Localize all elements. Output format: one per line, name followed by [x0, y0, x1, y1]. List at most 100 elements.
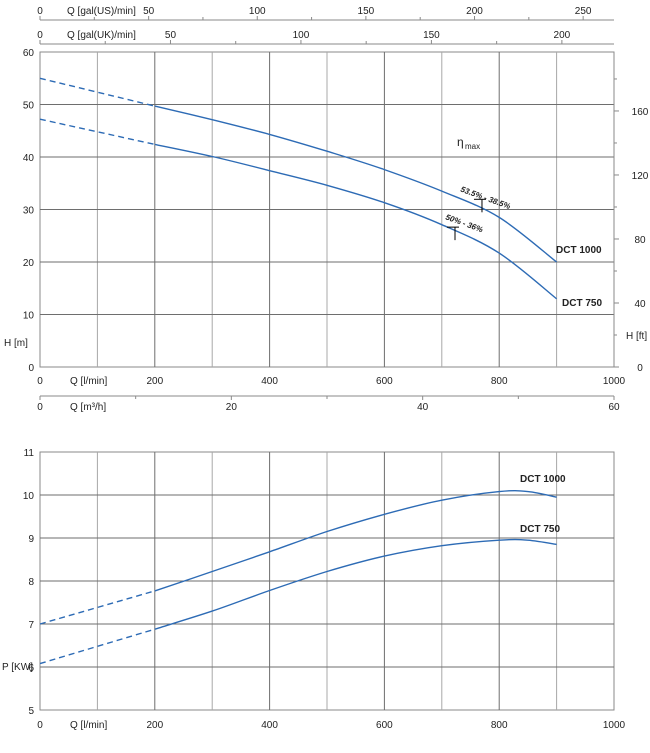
head-dct-1000-point — [269, 134, 270, 135]
power-x-axis-label: Q [l/min] — [70, 720, 107, 731]
flow-gal-uk-tick-label: 50 — [165, 30, 177, 41]
power-x-tick-label: 0 — [37, 720, 43, 731]
head-dct-1000-point — [441, 191, 442, 192]
head-x-axis-label: Q [l/min] — [70, 376, 107, 387]
efficiency-max-label: η — [457, 135, 464, 149]
head-y-tick-label: 10 — [23, 311, 35, 322]
head-dct-750-point — [499, 253, 500, 254]
power-y-tick-label: 9 — [28, 534, 34, 545]
power-x-tick-label: 400 — [261, 720, 278, 731]
head-y2-tick-label: 80 — [634, 235, 646, 246]
flow-gal-us-tick-label: 0 — [37, 6, 43, 17]
power-dct-750-point — [269, 590, 270, 591]
head-dct-1000-point — [499, 217, 500, 218]
power-x-tick-label: 200 — [146, 720, 163, 731]
power-dct-750-point — [499, 540, 500, 541]
head-dct-750-point — [154, 144, 155, 145]
head-y2-tick-label: 40 — [634, 299, 646, 310]
head-y-axis-label: H [m] — [4, 338, 28, 349]
flow-gal-uk-tick-label: 200 — [554, 30, 571, 41]
head-y-tick-label: 30 — [23, 206, 35, 217]
head-dct-750-point — [39, 119, 40, 120]
power-dct-1000-curve — [154, 489, 557, 592]
head-y-tick-label: 40 — [23, 153, 35, 164]
head-dct-750-point — [269, 170, 270, 171]
power-y-tick-label: 8 — [28, 577, 34, 588]
bep-dct-750-label: 50% - 36% — [444, 213, 484, 235]
head-label-dct-750: DCT 750 — [562, 298, 602, 309]
flow-gal-us-tick-label: 150 — [358, 6, 375, 17]
power-dct-1000-point — [269, 551, 270, 552]
power-dct-1000-point — [527, 491, 528, 492]
power-y-tick-label: 7 — [28, 620, 34, 631]
head-y-tick-label: 60 — [23, 48, 35, 59]
head-dct-750-point — [556, 298, 557, 299]
head-dct-750-point — [384, 202, 385, 203]
head-dct-750-point — [326, 185, 327, 186]
flow-gal-us-axis-label: Q [gal(US)/min] — [67, 6, 136, 17]
power-dct-750-point — [441, 545, 442, 546]
flow-m3h-tick-label: 20 — [226, 402, 238, 413]
flow-m3h-tick-label: 0 — [37, 402, 43, 413]
power-dct-750-point — [39, 663, 40, 664]
power-dct-1000-point — [384, 514, 385, 515]
power-x-tick-label: 1000 — [603, 720, 626, 731]
power-y-axis-label: P [KW] — [2, 662, 33, 673]
head-dct-1000-point — [212, 119, 213, 120]
head-y2-tick-label: 160 — [632, 107, 649, 118]
power-dct-750-point — [212, 611, 213, 612]
power-dct-1000-point — [326, 531, 327, 532]
power-dct-1000-point — [154, 590, 155, 591]
flow-gal-uk-tick-label: 150 — [423, 30, 440, 41]
bep-dct-1000-label: 53.5% - 38.5% — [459, 185, 511, 211]
head-x-tick-label: 800 — [491, 376, 508, 387]
flow-m3h-axis-label: Q [m³/h] — [70, 402, 106, 413]
head-x-tick-label: 400 — [261, 376, 278, 387]
power-dct-1000-point — [499, 491, 500, 492]
head-y2-axis-label: H [ft] — [626, 331, 647, 342]
power-dct-1000-point — [39, 623, 40, 624]
flow-gal-us-tick-label: 50 — [143, 6, 155, 17]
flow-m3h-tick-label: 60 — [608, 402, 620, 413]
head-dct-1000-point — [39, 78, 40, 79]
power-dct-1000-dashed-segment — [39, 590, 155, 625]
power-label-dct-750: DCT 750 — [520, 524, 560, 535]
flow-gal-us-tick-label: 100 — [249, 6, 266, 17]
power-y-tick-label: 11 — [24, 448, 35, 459]
power-dct-750-curve — [154, 538, 557, 630]
head-x-tick-label: 200 — [146, 376, 163, 387]
efficiency-max-subscript: max — [465, 142, 480, 151]
head-x-tick-label: 0 — [37, 376, 43, 387]
head-dct-1000-point — [326, 151, 327, 152]
power-x-tick-label: 800 — [491, 720, 508, 731]
head-dct-1000-point — [556, 261, 557, 262]
power-y-tick-label: 6 — [28, 663, 34, 674]
head-dct-750-point — [441, 224, 442, 225]
head-y-tick-label: 20 — [23, 258, 35, 269]
head-x-tick-label: 600 — [376, 376, 393, 387]
power-y-tick-label: 5 — [28, 706, 34, 717]
head-x-tick-label: 1000 — [603, 376, 626, 387]
power-label-dct-1000: DCT 1000 — [520, 474, 566, 485]
power-dct-750-point — [384, 556, 385, 557]
head-y2-tick-label: 120 — [632, 171, 649, 182]
flow-gal-us-tick-label: 200 — [466, 6, 483, 17]
flow-gal-uk-tick-label: 0 — [37, 30, 43, 41]
head-y-tick-label: 0 — [28, 363, 34, 374]
head-y-tick-label: 50 — [23, 101, 35, 112]
power-dct-1000-point — [556, 497, 557, 498]
head-dct-1000-point — [154, 106, 155, 107]
power-dct-750-point — [556, 544, 557, 545]
power-dct-750-dashed-segment — [39, 628, 156, 665]
head-dct-750-curve — [154, 143, 558, 300]
power-y-tick-label: 10 — [23, 491, 35, 502]
head-y2-tick-label: 0 — [637, 363, 643, 374]
flow-m3h-tick-label: 40 — [417, 402, 429, 413]
head-label-dct-1000: DCT 1000 — [556, 245, 602, 256]
head-dct-750-point — [212, 156, 213, 157]
head-dct-1000-curve — [154, 105, 558, 263]
power-x-tick-label: 600 — [376, 720, 393, 731]
power-dct-750-point — [527, 540, 528, 541]
